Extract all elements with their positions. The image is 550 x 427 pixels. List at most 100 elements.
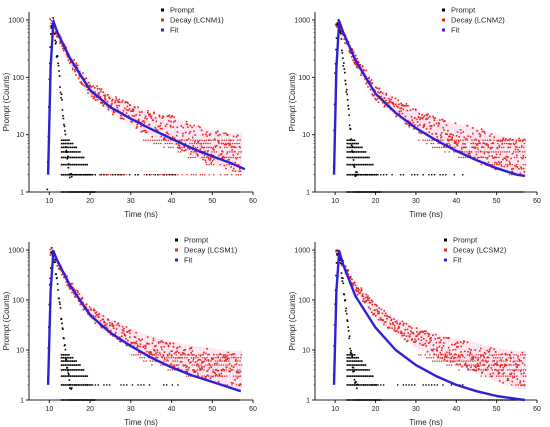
prompt-point bbox=[71, 384, 74, 386]
decay-level-point bbox=[235, 357, 237, 359]
decay-point bbox=[393, 324, 396, 327]
decay-point bbox=[474, 356, 477, 359]
decay-point bbox=[139, 343, 142, 346]
decay-halo-band bbox=[106, 94, 111, 111]
decay-level-point bbox=[517, 357, 519, 359]
decay-point bbox=[443, 342, 445, 344]
decay-point bbox=[445, 124, 448, 127]
decay-point bbox=[356, 287, 358, 290]
decay-level-point bbox=[219, 357, 222, 359]
decay-level-point bbox=[177, 174, 179, 176]
decay-point bbox=[436, 135, 438, 138]
decay-point bbox=[414, 117, 416, 119]
x-tick-label: 20 bbox=[86, 406, 94, 413]
decay-point bbox=[376, 87, 378, 89]
prompt-point bbox=[495, 191, 498, 193]
decay-point bbox=[496, 364, 499, 367]
decay-point bbox=[180, 353, 182, 356]
decay-point bbox=[351, 49, 354, 51]
decay-point bbox=[398, 110, 400, 113]
decay-halo-band bbox=[428, 115, 432, 139]
decay-halo-band bbox=[205, 129, 210, 163]
decay-level-point bbox=[491, 146, 494, 148]
decay-level-point bbox=[484, 139, 486, 141]
prompt-point bbox=[435, 191, 437, 193]
prompt-point bbox=[354, 399, 357, 401]
prompt-point bbox=[382, 191, 385, 193]
decay-level-point bbox=[462, 156, 465, 159]
decay-level-point bbox=[429, 354, 431, 356]
decay-level-point bbox=[443, 357, 446, 359]
decay-level-point bbox=[520, 156, 522, 159]
decay-halo-band bbox=[497, 348, 501, 383]
prompt-point bbox=[165, 384, 168, 386]
decay-halo-band bbox=[132, 329, 136, 351]
decay-point bbox=[397, 331, 400, 333]
prompt-point bbox=[62, 328, 64, 330]
decay-point bbox=[150, 351, 152, 354]
decay-point bbox=[518, 140, 521, 142]
decay-point bbox=[165, 123, 168, 126]
legend-label: Fit bbox=[170, 26, 179, 35]
decay-level-point bbox=[211, 364, 214, 366]
decay-halo-band bbox=[198, 127, 202, 160]
decay-point bbox=[182, 364, 185, 367]
legend-label: Decay (LCNM2) bbox=[451, 16, 505, 25]
decay-point bbox=[140, 131, 143, 133]
decay-point bbox=[470, 366, 472, 368]
prompt-point bbox=[60, 151, 63, 153]
prompt-point bbox=[71, 369, 74, 371]
prompt-point bbox=[185, 399, 187, 401]
decay-level-point bbox=[432, 357, 435, 359]
decay-point bbox=[436, 347, 438, 349]
decay-level-point bbox=[180, 369, 183, 371]
decay-point bbox=[95, 311, 98, 313]
decay-point bbox=[374, 303, 376, 306]
prompt-point bbox=[189, 399, 191, 401]
decay-point bbox=[68, 62, 71, 64]
decay-point bbox=[129, 329, 132, 332]
decay-point bbox=[422, 126, 425, 129]
decay-point bbox=[390, 319, 393, 322]
decay-point bbox=[432, 115, 434, 118]
decay-point bbox=[151, 136, 153, 138]
prompt-point bbox=[375, 173, 378, 176]
decay-point bbox=[158, 114, 161, 117]
decay-point bbox=[55, 35, 58, 38]
decay-point bbox=[489, 135, 491, 137]
decay-point bbox=[471, 127, 474, 129]
decay-level-point bbox=[190, 174, 193, 176]
prompt-point bbox=[353, 384, 356, 386]
decay-point bbox=[443, 145, 445, 148]
decay-point bbox=[133, 115, 136, 117]
decay-point bbox=[235, 135, 238, 138]
prompt-point bbox=[171, 174, 174, 176]
prompt-point bbox=[75, 375, 78, 377]
decay-point bbox=[51, 249, 54, 252]
decay-point bbox=[392, 323, 394, 326]
decay-level-point bbox=[161, 357, 163, 359]
prompt-point bbox=[475, 191, 478, 193]
decay-point bbox=[501, 353, 504, 355]
prompt-point bbox=[49, 277, 52, 280]
decay-level-point bbox=[453, 139, 455, 141]
prompt-point bbox=[445, 174, 447, 176]
prompt-point bbox=[335, 274, 337, 277]
decay-point bbox=[223, 369, 225, 372]
decay-level-point bbox=[455, 139, 458, 141]
prompt-point bbox=[75, 384, 78, 386]
decay-point bbox=[115, 98, 118, 100]
decay-point bbox=[446, 360, 449, 362]
decay-point bbox=[189, 153, 192, 155]
decay-level-point bbox=[465, 360, 467, 362]
decay-level-point bbox=[477, 364, 479, 366]
decay-level-point bbox=[444, 151, 446, 153]
prompt-point bbox=[62, 142, 65, 145]
decay-level-point bbox=[487, 146, 489, 148]
prompt-point bbox=[351, 356, 354, 359]
decay-level-point bbox=[234, 156, 237, 159]
decay-point bbox=[96, 87, 99, 90]
decay-level-point bbox=[500, 369, 502, 371]
decay-level-point bbox=[170, 357, 172, 359]
decay-level-point bbox=[507, 375, 509, 377]
